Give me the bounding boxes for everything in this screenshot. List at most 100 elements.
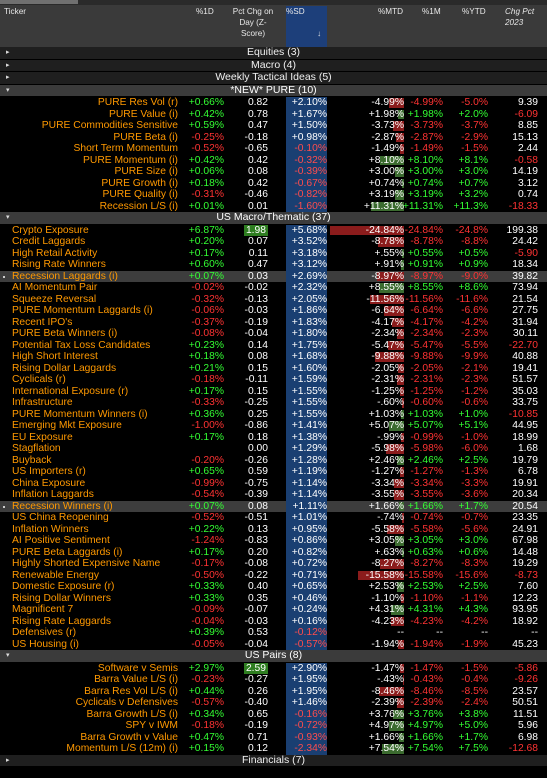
table-row[interactable]: Inflation Winners +0.22% 0.13 +0.95% -5.58% -…: [0, 523, 547, 535]
ticker-name[interactable]: Cyclicals v Defensives: [75, 697, 178, 708]
ticker-name[interactable]: US China Reopening: [12, 512, 109, 523]
expand-arrow-icon[interactable]: ▸: [6, 756, 10, 764]
col-ytd[interactable]: %YTD: [462, 7, 486, 16]
table-row[interactable]: Inflation Laggards -0.54% -0.39 +1.14% -3.55…: [0, 489, 547, 501]
table-row[interactable]: Barra Growth v Value +0.47% 0.71 -0.93% +1.6…: [0, 731, 547, 743]
ticker-name[interactable]: International Exposure (r): [12, 385, 129, 397]
ticker-name[interactable]: Domestic Exposure (r): [12, 581, 115, 592]
table-row[interactable]: PURE Size (i) +0.06% 0.08 -0.39% +3.00% +3.00…: [0, 166, 547, 178]
table-row[interactable]: Short Term Momentum -0.52% -0.65 -0.10% -1.4…: [0, 143, 547, 155]
ticker-name[interactable]: Barra Value L/S (i): [94, 674, 178, 685]
ticker-name[interactable]: Squeeze Reversal: [12, 293, 97, 305]
table-row[interactable]: PURE Beta Laggards (i) +0.17% 0.20 +0.82% +.…: [0, 546, 547, 558]
ticker-name[interactable]: Crypto Exposure: [12, 224, 89, 236]
table-row[interactable]: Recent IPO's -0.37% -0.19 +1.83% -4.17% -4.17…: [0, 316, 547, 328]
table-row[interactable]: US Importers (r) +0.65% 0.59 +1.19% -1.27% -1…: [0, 466, 547, 478]
table-row[interactable]: Recession Laggards (i) +0.07% 0.03 +2.69% -8…: [0, 270, 547, 282]
ticker-name[interactable]: Credit Laggards: [12, 236, 86, 247]
ticker-name[interactable]: Barra Growth v Value: [80, 731, 178, 743]
table-row[interactable]: SPY v IWM -0.18% -0.19 -0.72% +4.97% +4.97% +5…: [0, 720, 547, 732]
ticker-name[interactable]: Buyback: [12, 454, 52, 466]
ticker-name[interactable]: US Importers (r): [12, 466, 86, 477]
ticker-name[interactable]: EU Exposure: [12, 431, 73, 443]
table-row[interactable]: PURE Momentum Laggards (i) -0.06% -0.03 +1.…: [0, 305, 547, 317]
ticker-name[interactable]: Short Term Momentum: [73, 143, 178, 154]
table-row[interactable]: Rising Rate Winners +0.60% 0.47 +3.12% +.91%…: [0, 259, 547, 271]
col-1m[interactable]: %1M: [422, 7, 441, 16]
col-chg-2023[interactable]: Chg Pct 2023: [505, 7, 535, 27]
ticker-name[interactable]: China Exposure: [12, 477, 86, 489]
ticker-name[interactable]: AI Momentum Pair: [12, 282, 98, 293]
ticker-name[interactable]: PURE Value (i): [108, 108, 178, 120]
ticker-name[interactable]: High Retail Activity: [12, 247, 98, 259]
table-row[interactable]: Rising Rate Laggards -0.04% -0.03 +0.16% -4.…: [0, 615, 547, 627]
table-row[interactable]: Credit Laggards +0.20% 0.07 +3.52% -8.78% -8.…: [0, 236, 547, 248]
table-row[interactable]: Domestic Exposure (r) +0.33% 0.40 +0.65% +2.…: [0, 581, 547, 593]
table-row[interactable]: Rising Dollar Winners +0.33% 0.35 +0.46% -1.…: [0, 592, 547, 604]
table-row[interactable]: China Exposure -0.99% -0.75 +1.14% -3.34% -3.…: [0, 477, 547, 489]
ticker-name[interactable]: Rising Rate Laggards: [12, 615, 112, 627]
group-row-bottom-0[interactable]: ▸ Financials (7): [0, 754, 547, 767]
table-row[interactable]: Squeeze Reversal -0.32% -0.13 +2.05% -11.56%…: [0, 293, 547, 305]
table-row[interactable]: PURE Momentum Winners (i) +0.36% 0.25 +1.55…: [0, 408, 547, 420]
section-header-pure[interactable]: ▾ *NEW* PURE (10): [0, 84, 547, 97]
table-row[interactable]: Emerging Mkt Exposure -1.00% -0.86 +1.41% +5…: [0, 420, 547, 432]
table-row[interactable]: PURE Commodities Sensitive +0.59% 0.47 +1.5…: [0, 120, 547, 132]
ticker-name[interactable]: Rising Rate Winners: [12, 259, 106, 270]
table-row[interactable]: Barra Res Vol L/S (i) +0.44% 0.26 +1.95% -8.…: [0, 685, 547, 697]
title-tab[interactable]: [0, 0, 78, 4]
table-row[interactable]: High Retail Activity +0.17% 0.11 +3.18% +.55…: [0, 247, 547, 259]
ticker-name[interactable]: Inflation Winners: [12, 523, 89, 535]
ticker-name[interactable]: PURE Beta Laggards (i): [12, 546, 123, 558]
section-header-macro[interactable]: ▾ US Macro/Thematic (37): [0, 211, 547, 225]
table-row[interactable]: Buyback -0.20% -0.26 +1.28% +2.46% +2.46% +2.5…: [0, 454, 547, 466]
ticker-name[interactable]: SPY v IWM: [125, 720, 178, 731]
col-pct-zscore[interactable]: Pct Chg on Day (Z-Score): [232, 7, 274, 38]
table-row[interactable]: Barra Growth L/S (i) +0.34% 0.65 -0.16% +3.7…: [0, 708, 547, 720]
ticker-name[interactable]: Barra Growth L/S (i): [86, 708, 178, 720]
table-row[interactable]: Software v Semis +2.97% 2.59 +2.90% -1.47% -1…: [0, 662, 547, 674]
table-row[interactable]: Defensives (r) +0.39% 0.53 -0.12% -- -- -- --: [0, 627, 547, 639]
ticker-name[interactable]: PURE Quality (i): [102, 189, 178, 200]
ticker-name[interactable]: Highly Shorted Expensive Name: [12, 558, 161, 569]
ticker-name[interactable]: Rising Dollar Laggards: [12, 362, 117, 374]
table-row[interactable]: AI Momentum Pair -0.02% -0.02 +2.32% +8.55% +…: [0, 282, 547, 294]
ticker-name[interactable]: PURE Beta Winners (i): [12, 328, 118, 339]
table-row[interactable]: Potential Tax Loss Candidates +0.23% 0.14 +…: [0, 339, 547, 351]
expand-arrow-icon[interactable]: ▸: [6, 61, 10, 69]
table-row[interactable]: Cyclicals (r) -0.18% -0.11 +1.59% -2.31% -2.3…: [0, 374, 547, 386]
table-row[interactable]: PURE Quality (i) -0.31% -0.46 -0.82% +3.19% +…: [0, 189, 547, 201]
collapse-arrow-icon[interactable]: ▾: [6, 86, 10, 94]
col-mtd[interactable]: %MTD: [378, 7, 404, 16]
ticker-name[interactable]: Renewable Energy: [12, 569, 100, 581]
ticker-name[interactable]: PURE Beta (i): [113, 131, 178, 143]
ticker-name[interactable]: Recession L/S (i): [99, 200, 178, 212]
table-row[interactable]: US China Reopening -0.52% -0.51 +1.01% -.74%…: [0, 512, 547, 524]
ticker-name[interactable]: Stagflation: [12, 443, 61, 454]
group-row-top-2[interactable]: ▸ Weekly Tactical Ideas (5): [0, 71, 547, 85]
table-row[interactable]: Cyclicals v Defensives -0.57% -0.40 +1.46% -…: [0, 697, 547, 709]
table-row[interactable]: Infrastructure -0.33% -0.25 +1.55% -.60% -0.6…: [0, 397, 547, 409]
table-row[interactable]: PURE Beta (i) -0.25% -0.18 +0.98% -2.87% -2.8…: [0, 131, 547, 143]
expand-arrow-icon[interactable]: ▸: [6, 74, 10, 81]
table-row[interactable]: Renewable Energy -0.50% -0.22 +0.71% -15.58%…: [0, 569, 547, 581]
ticker-name[interactable]: Defensives (r): [12, 627, 77, 638]
table-row[interactable]: US Housing (i) -0.05% -0.04 -0.57% -1.94% -1.…: [0, 638, 547, 650]
ticker-name[interactable]: Cyclicals (r): [12, 374, 66, 385]
table-row[interactable]: PURE Value (i) +0.42% 0.78 +1.67% +1.98% +1.9…: [0, 108, 547, 120]
col-ticker[interactable]: Ticker: [4, 7, 26, 16]
ticker-name[interactable]: Inflation Laggards: [12, 489, 94, 500]
ticker-name[interactable]: PURE Growth (i): [101, 177, 178, 189]
ticker-name[interactable]: Emerging Mkt Exposure: [12, 420, 122, 431]
ticker-name[interactable]: Software v Semis: [97, 662, 178, 674]
collapse-arrow-icon[interactable]: ▾: [6, 652, 10, 659]
collapse-arrow-icon[interactable]: ▾: [6, 214, 10, 221]
section-header-pairs[interactable]: ▾ US Pairs (8): [0, 649, 547, 663]
ticker-name[interactable]: Potential Tax Loss Candidates: [12, 339, 151, 351]
table-row[interactable]: Barra Value L/S (i) -0.23% -0.27 +1.95% -.43…: [0, 674, 547, 686]
table-row[interactable]: International Exposure (r) +0.17% 0.15 +1.5…: [0, 385, 547, 397]
table-row[interactable]: Recession L/S (i) +0.01% 0.01 -1.60% +11.31%…: [0, 200, 547, 212]
col-sd-sorted[interactable]: %SD ↓: [286, 6, 327, 47]
ticker-name[interactable]: PURE Res Vol (r): [97, 97, 178, 108]
table-row[interactable]: Recession Winners (i) +0.07% 0.08 +1.11% +1.…: [0, 500, 547, 512]
